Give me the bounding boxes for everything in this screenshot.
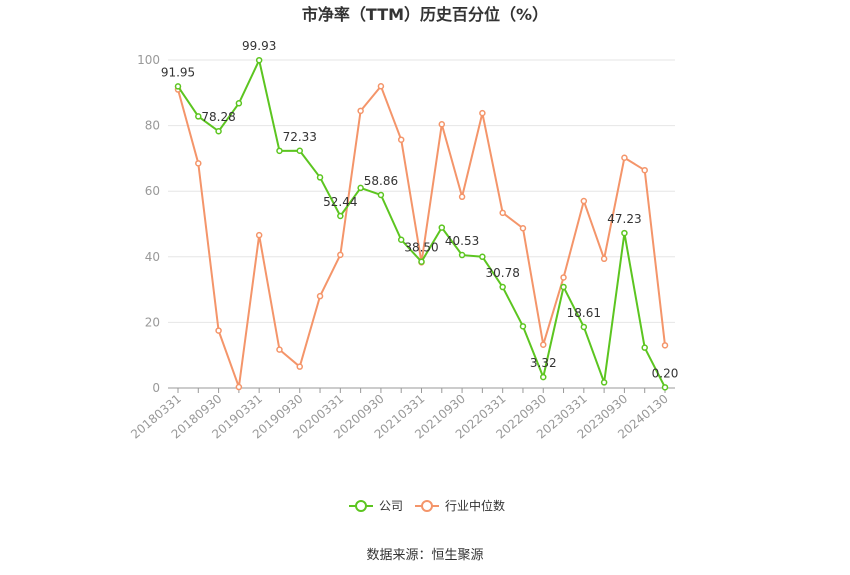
data-point bbox=[195, 113, 202, 120]
data-point bbox=[215, 127, 222, 135]
y-tick-label: 0 bbox=[152, 381, 160, 395]
data-point bbox=[174, 83, 182, 90]
data-point bbox=[641, 344, 648, 351]
data-label: 18.61 bbox=[567, 306, 601, 320]
data-point bbox=[195, 160, 202, 167]
data-labels: 91.95 78.28 99.93 72.33 52.44 58.86 38.50 40.53… bbox=[161, 39, 679, 380]
data-label: 78.28 bbox=[201, 110, 235, 124]
data-point bbox=[276, 346, 283, 353]
y-tick-label: 100 bbox=[137, 53, 160, 67]
data-point bbox=[316, 292, 324, 300]
data-point bbox=[357, 107, 364, 115]
data-point bbox=[560, 283, 567, 291]
y-tick-label: 60 bbox=[145, 184, 160, 198]
data-label: 52.44 bbox=[323, 195, 357, 209]
data-point bbox=[316, 174, 324, 181]
data-label: 30.78 bbox=[485, 266, 519, 280]
data-point bbox=[276, 147, 283, 155]
data-point bbox=[215, 327, 222, 334]
data-point bbox=[621, 229, 628, 237]
data-point bbox=[397, 236, 405, 243]
grid bbox=[168, 59, 675, 323]
data-point bbox=[235, 100, 243, 107]
data-point bbox=[296, 363, 303, 370]
data-point bbox=[377, 191, 385, 199]
y-tick-label: 40 bbox=[145, 250, 160, 264]
legend-item[interactable]: 行业中位数 bbox=[415, 498, 505, 513]
data-label: 40.53 bbox=[445, 234, 479, 248]
data-point bbox=[519, 225, 527, 232]
data-point bbox=[540, 341, 547, 348]
data-label: 3.32 bbox=[530, 356, 557, 370]
data-label: 58.86 bbox=[364, 174, 398, 188]
data-point bbox=[499, 283, 506, 291]
data-point bbox=[337, 251, 344, 259]
data-point bbox=[540, 373, 547, 381]
data-point bbox=[600, 255, 608, 263]
data-point bbox=[458, 193, 466, 201]
legend-label: 公司 bbox=[379, 499, 403, 513]
data-point bbox=[255, 56, 263, 64]
x-axis: 2018033120180930201903312019093020200331… bbox=[128, 387, 675, 442]
data-point bbox=[661, 342, 669, 349]
legend-marker bbox=[355, 500, 367, 512]
data-point bbox=[357, 184, 364, 192]
data-point bbox=[235, 383, 243, 391]
data-label: 0.20 bbox=[652, 366, 679, 380]
data-point bbox=[438, 121, 446, 128]
series-line bbox=[177, 85, 666, 389]
data-point bbox=[337, 212, 344, 220]
chart-title: 市净率（TTM）历史百分位（%） bbox=[302, 5, 548, 24]
data-point bbox=[255, 231, 263, 239]
data-point bbox=[641, 166, 648, 174]
data-point bbox=[621, 154, 628, 161]
legend: 公司 行业中位数 bbox=[349, 498, 505, 513]
data-point bbox=[499, 209, 506, 217]
y-tick-label: 20 bbox=[145, 315, 160, 329]
data-point bbox=[560, 274, 567, 281]
data-point bbox=[479, 253, 486, 261]
data-point bbox=[580, 197, 588, 205]
data-label: 47.23 bbox=[607, 212, 641, 226]
y-axis: 0 20 40 60 80 100 bbox=[137, 53, 160, 395]
data-point bbox=[458, 251, 466, 259]
legend-item[interactable]: 公司 bbox=[349, 499, 403, 513]
data-point bbox=[438, 224, 446, 231]
data-point bbox=[377, 82, 385, 90]
data-point bbox=[519, 323, 527, 330]
data-label: 99.93 bbox=[242, 39, 276, 53]
data-point bbox=[296, 147, 303, 155]
data-label: 72.33 bbox=[283, 130, 317, 144]
data-label: 38.50 bbox=[404, 241, 438, 255]
data-point bbox=[600, 379, 608, 386]
data-point bbox=[580, 323, 588, 331]
data-point bbox=[479, 109, 486, 117]
legend-marker bbox=[421, 500, 433, 512]
legend-label: 行业中位数 bbox=[445, 498, 505, 513]
y-tick-label: 80 bbox=[145, 119, 160, 133]
data-point bbox=[397, 136, 405, 143]
data-point bbox=[661, 384, 669, 391]
source-note: 数据来源：恒生聚源 bbox=[366, 548, 483, 563]
data-label: 91.95 bbox=[161, 65, 195, 79]
plot-area bbox=[174, 56, 669, 391]
data-point bbox=[418, 258, 425, 265]
